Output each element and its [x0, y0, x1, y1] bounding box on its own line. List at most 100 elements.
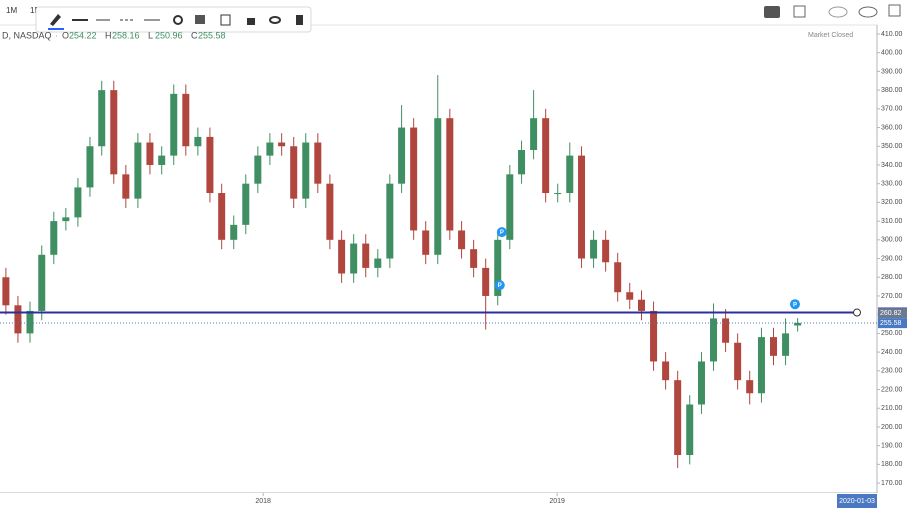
snapshot-button[interactable] — [764, 6, 780, 18]
candle-body — [314, 142, 322, 184]
interval-button[interactable]: 1D — [30, 6, 40, 15]
candle-body — [482, 267, 490, 296]
ohlc-value: 254.22 — [69, 30, 97, 40]
candle-body — [770, 337, 778, 356]
candle-body — [542, 118, 550, 194]
x-axis-band — [0, 493, 877, 509]
candle-body — [757, 337, 765, 394]
y-tick-label: 180.00 — [881, 461, 903, 468]
candle-body — [278, 142, 286, 147]
ohlc-letter: L — [148, 30, 153, 40]
candle-body — [578, 155, 586, 259]
candle-body — [2, 277, 10, 306]
symbol-name: D, NASDAQ — [2, 30, 52, 40]
plot — [2, 75, 802, 469]
hide-icon[interactable] — [269, 16, 281, 24]
candle-body — [14, 305, 22, 334]
candle-body — [170, 93, 178, 156]
ohlc-value: 258.16 — [112, 30, 140, 40]
candle-body — [746, 380, 754, 394]
cloud-button[interactable] — [828, 6, 848, 18]
candle-body — [254, 155, 262, 184]
candle-body — [470, 249, 478, 268]
candle-body — [374, 258, 382, 268]
y-tick-label: 410.00 — [881, 31, 903, 38]
candle-body — [38, 254, 46, 311]
pivot-label: P — [500, 230, 504, 236]
ohlc-letter: C — [191, 30, 198, 40]
layout-button[interactable] — [793, 5, 806, 18]
y-tick-label: 370.00 — [881, 106, 903, 113]
ohlc-letter: H — [105, 30, 112, 40]
delete-icon[interactable] — [296, 15, 303, 25]
pivot-marker — [494, 280, 505, 291]
ohlc-value: 255.58 — [198, 30, 226, 40]
pivot-marker — [496, 227, 507, 238]
candle-body — [50, 221, 58, 255]
y-tick-label: 220.00 — [881, 386, 903, 393]
line-handle — [853, 308, 861, 317]
y-tick-label: 330.00 — [881, 181, 903, 188]
pivot-label: P — [793, 302, 797, 308]
y-tick-label: 190.00 — [881, 443, 903, 450]
y-tick-label: 380.00 — [881, 87, 903, 94]
candle-body — [626, 292, 634, 300]
extra-price-box — [878, 308, 907, 319]
y-tick-label: 250.00 — [881, 330, 903, 337]
y-tick-label: 240.00 — [881, 349, 903, 356]
extra-price: 260.82 — [880, 310, 902, 317]
fullscreen-button[interactable] — [888, 4, 901, 17]
candle-body — [662, 361, 670, 381]
y-tick-label: 400.00 — [881, 50, 903, 57]
candle-body — [554, 193, 562, 195]
candle-body — [158, 155, 166, 165]
y-tick-label: 320.00 — [881, 199, 903, 206]
candle-body — [182, 93, 190, 147]
candle-body — [697, 361, 705, 405]
x-marker-label: 2020-01-03 — [839, 498, 875, 505]
x-tick-label: 2019 — [549, 498, 565, 505]
x-tick-label: 2018 — [255, 498, 271, 505]
candle-body — [206, 136, 214, 194]
clone-icon[interactable] — [220, 14, 231, 26]
y-tick-label: 270.00 — [881, 293, 903, 300]
lock-icon[interactable] — [247, 18, 255, 25]
candle-body — [350, 243, 358, 274]
candle-body — [590, 239, 598, 259]
candle-body — [422, 230, 430, 255]
template-icon[interactable] — [195, 15, 205, 24]
candle-body — [650, 310, 658, 362]
candle-body — [686, 404, 694, 456]
candle-body — [326, 183, 334, 240]
candle-body — [110, 90, 118, 175]
candle-body — [710, 318, 718, 362]
candle-body — [530, 118, 538, 150]
candle-body — [398, 127, 406, 184]
y-tick-label: 350.00 — [881, 143, 903, 150]
candle-body — [674, 380, 682, 456]
candle-body — [722, 318, 730, 343]
interval-button[interactable]: 1M — [6, 6, 17, 15]
candle-body — [362, 243, 370, 268]
last-price-box — [878, 318, 907, 329]
candle-body — [494, 239, 502, 296]
y-tick-label: 310.00 — [881, 218, 903, 225]
candle-body — [410, 127, 418, 231]
candle-body — [290, 146, 298, 199]
active-indicator — [48, 28, 64, 30]
y-tick-label: 230.00 — [881, 368, 903, 375]
candle-body — [794, 322, 802, 326]
candle-body — [26, 310, 34, 334]
candle-body — [242, 183, 250, 225]
ohlc-letter: O — [62, 30, 69, 40]
pivot-label: P — [498, 283, 502, 289]
ohlc-value: 250.96 — [155, 30, 183, 40]
pencil-icon[interactable] — [50, 14, 61, 26]
x-marker-box — [837, 494, 878, 508]
settings-icon[interactable] — [173, 15, 183, 25]
upload-button[interactable] — [858, 6, 878, 18]
candle-body — [614, 262, 622, 293]
y-tick-label: 280.00 — [881, 274, 903, 281]
